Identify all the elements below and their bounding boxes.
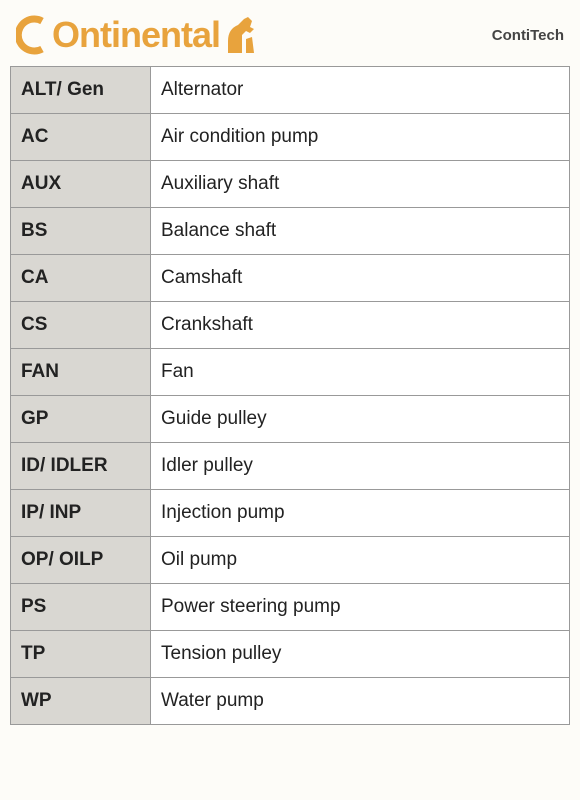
table-row: TPTension pulley xyxy=(11,631,570,678)
def-cell: Injection pump xyxy=(151,490,570,537)
def-cell: Crankshaft xyxy=(151,302,570,349)
def-cell: Alternator xyxy=(151,67,570,114)
abbr-cell: FAN xyxy=(11,349,151,396)
abbr-cell: WP xyxy=(11,678,151,725)
table-row: ID/ IDLERIdler pulley xyxy=(11,443,570,490)
def-cell: Guide pulley xyxy=(151,396,570,443)
abbr-cell: ALT/ Gen xyxy=(11,67,151,114)
abbreviation-table: ALT/ GenAlternator ACAir condition pump … xyxy=(10,66,570,725)
table-row: CACamshaft xyxy=(11,255,570,302)
def-cell: Camshaft xyxy=(151,255,570,302)
table-row: OP/ OILPOil pump xyxy=(11,537,570,584)
abbr-cell: BS xyxy=(11,208,151,255)
abbr-cell: OP/ OILP xyxy=(11,537,151,584)
abbr-cell: CS xyxy=(11,302,151,349)
subbrand-text: ContiTech xyxy=(492,27,564,44)
table-body: ALT/ GenAlternator ACAir condition pump … xyxy=(11,67,570,725)
abbr-cell: PS xyxy=(11,584,151,631)
abbr-cell: IP/ INP xyxy=(11,490,151,537)
table-row: CSCrankshaft xyxy=(11,302,570,349)
def-cell: Air condition pump xyxy=(151,114,570,161)
abbr-cell: AC xyxy=(11,114,151,161)
def-cell: Water pump xyxy=(151,678,570,725)
table-row: AUXAuxiliary shaft xyxy=(11,161,570,208)
def-cell: Balance shaft xyxy=(151,208,570,255)
table-row: FANFan xyxy=(11,349,570,396)
abbr-cell: GP xyxy=(11,396,151,443)
abbr-cell: TP xyxy=(11,631,151,678)
table-row: BSBalance shaft xyxy=(11,208,570,255)
table-row: WPWater pump xyxy=(11,678,570,725)
table-row: PSPower steering pump xyxy=(11,584,570,631)
abbr-cell: CA xyxy=(11,255,151,302)
def-cell: Fan xyxy=(151,349,570,396)
def-cell: Tension pulley xyxy=(151,631,570,678)
horse-icon xyxy=(224,15,262,55)
def-cell: Auxiliary shaft xyxy=(151,161,570,208)
logo-c-icon xyxy=(16,15,48,55)
table-row: GPGuide pulley xyxy=(11,396,570,443)
logo: Ontinental xyxy=(16,14,262,56)
table-row: ACAir condition pump xyxy=(11,114,570,161)
def-cell: Power steering pump xyxy=(151,584,570,631)
table-row: IP/ INPInjection pump xyxy=(11,490,570,537)
abbr-cell: AUX xyxy=(11,161,151,208)
header: Ontinental ContiTech xyxy=(10,14,570,66)
def-cell: Oil pump xyxy=(151,537,570,584)
logo-text: Ontinental xyxy=(52,14,220,56)
table-row: ALT/ GenAlternator xyxy=(11,67,570,114)
abbr-cell: ID/ IDLER xyxy=(11,443,151,490)
def-cell: Idler pulley xyxy=(151,443,570,490)
